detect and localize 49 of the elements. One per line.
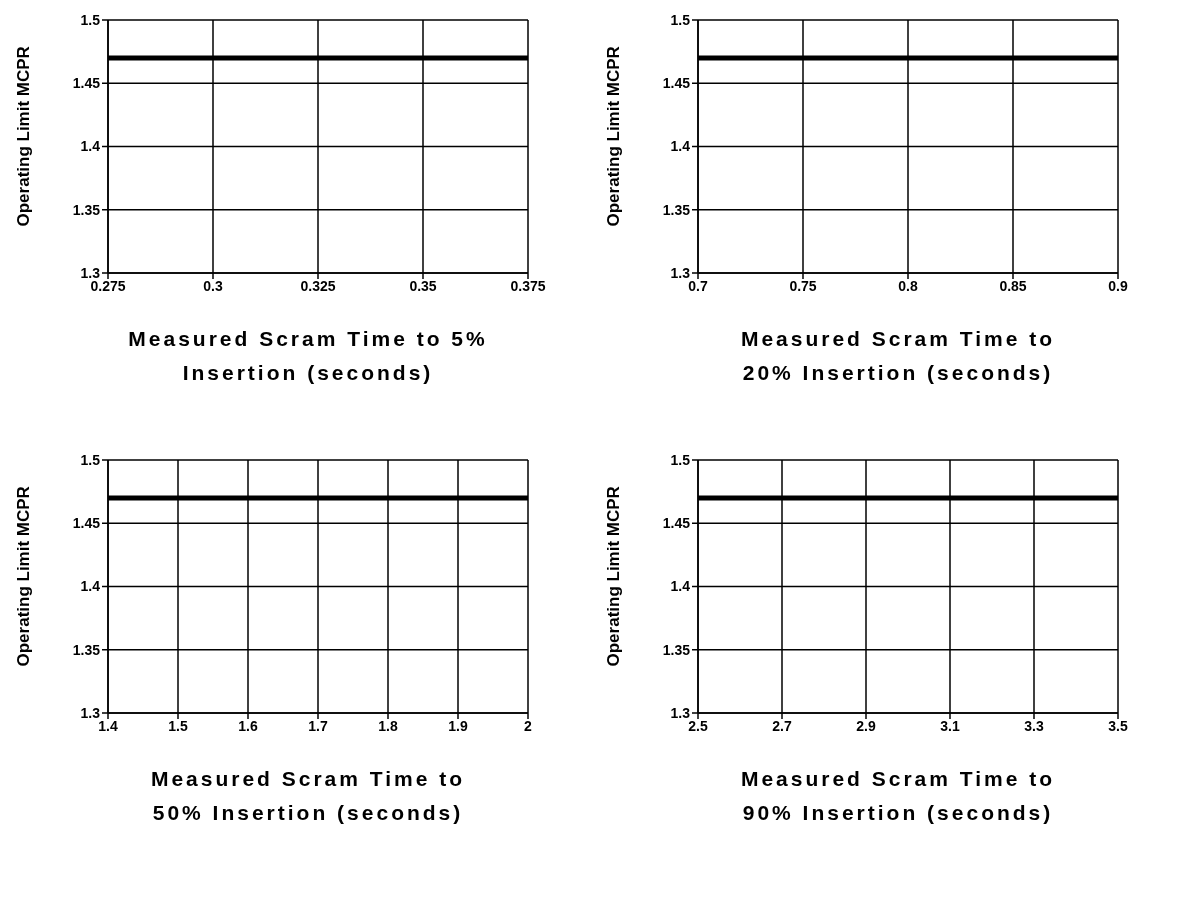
x-tick-label: 2.9 bbox=[856, 717, 876, 734]
y-tick-label: 1.45 bbox=[72, 515, 101, 532]
x-tick-label: 0.7 bbox=[688, 277, 708, 294]
y-tick-label: 1.3 bbox=[670, 264, 691, 281]
x-tick-label: 1.7 bbox=[308, 717, 328, 734]
y-tick-label: 1.35 bbox=[662, 201, 691, 218]
x-tick-label: 0.35 bbox=[409, 277, 437, 294]
x-tick-label: 0.375 bbox=[510, 277, 546, 294]
y-tick-label: 1.5 bbox=[670, 451, 691, 468]
y-axis-title: Operating Limit MCPR bbox=[604, 46, 624, 227]
y-tick-label: 1.5 bbox=[80, 451, 101, 468]
x-tick-label: 3.3 bbox=[1024, 717, 1044, 734]
x-tick-label: 0.8 bbox=[898, 277, 918, 294]
x-tick-label: 2.7 bbox=[772, 717, 792, 734]
y-axis-title: Operating Limit MCPR bbox=[14, 46, 34, 227]
y-tick-label: 1.5 bbox=[670, 11, 691, 28]
x-tick-label: 0.75 bbox=[789, 277, 817, 294]
y-tick-label: 1.45 bbox=[662, 75, 691, 92]
y-axis-title: Operating Limit MCPR bbox=[604, 486, 624, 667]
x-axis-title: Measured Scram Time to 5% Insertion (seconds) bbox=[128, 326, 488, 386]
y-tick-label: 1.35 bbox=[72, 201, 101, 218]
x-axis-title: Measured Scram Time to 50% Insertion (seconds) bbox=[149, 766, 467, 826]
x-tick-label: 2 bbox=[524, 717, 533, 734]
x-tick-label: 3.5 bbox=[1108, 717, 1128, 734]
x-tick-label: 3.1 bbox=[940, 717, 960, 734]
y-axis-title: Operating Limit MCPR bbox=[14, 486, 34, 667]
x-tick-label: 1.4 bbox=[98, 717, 118, 734]
y-tick-label: 1.4 bbox=[80, 578, 101, 595]
x-tick-label: 1.6 bbox=[238, 717, 258, 734]
y-tick-label: 1.3 bbox=[670, 704, 691, 721]
y-tick-label: 1.45 bbox=[72, 75, 101, 92]
y-tick-label: 1.5 bbox=[80, 11, 101, 28]
x-tick-label: 1.9 bbox=[448, 717, 468, 734]
y-tick-label: 1.3 bbox=[80, 704, 101, 721]
y-tick-label: 1.4 bbox=[670, 138, 691, 155]
y-tick-label: 1.45 bbox=[662, 515, 691, 532]
x-tick-label: 1.5 bbox=[168, 717, 188, 734]
y-tick-label: 1.4 bbox=[80, 138, 101, 155]
x-tick-label: 0.325 bbox=[300, 277, 336, 294]
x-tick-label: 0.85 bbox=[999, 277, 1027, 294]
x-tick-label: 2.5 bbox=[688, 717, 708, 734]
x-axis-title: Measured Scram Time to 90% Insertion (seconds) bbox=[739, 766, 1057, 826]
y-tick-label: 1.35 bbox=[72, 641, 101, 658]
x-tick-label: 0.3 bbox=[203, 277, 223, 294]
y-tick-label: 1.4 bbox=[670, 578, 691, 595]
x-tick-label: 0.9 bbox=[1108, 277, 1128, 294]
x-axis-title: Measured Scram Time to 20% Insertion (seconds) bbox=[739, 326, 1057, 386]
x-tick-label: 1.8 bbox=[378, 717, 398, 734]
y-tick-label: 1.35 bbox=[662, 641, 691, 658]
